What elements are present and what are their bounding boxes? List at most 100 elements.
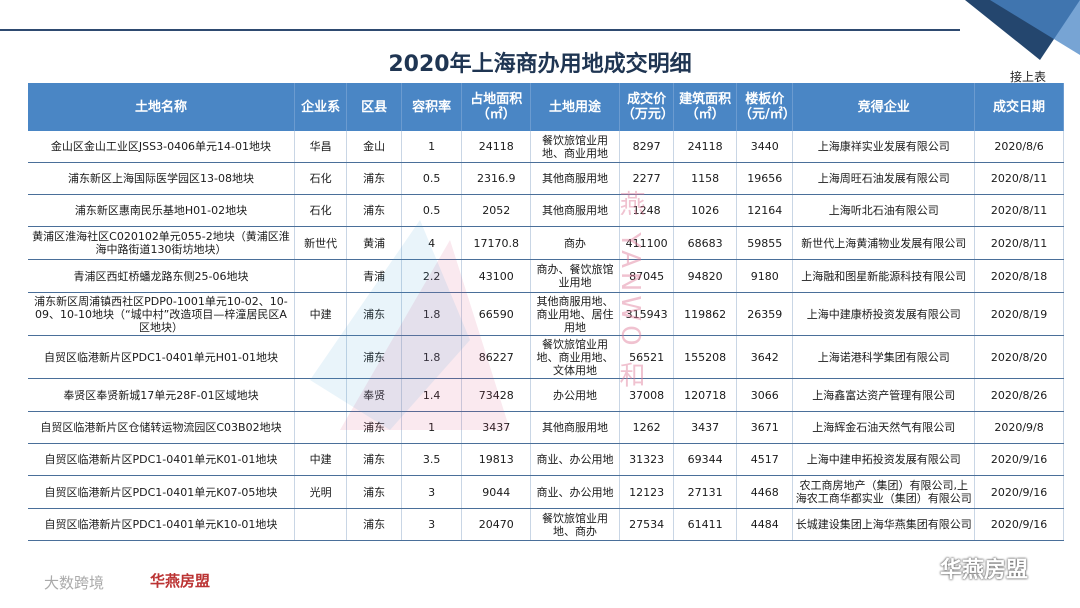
cell-usage: 其他商服用地、商业用地、居住用地: [530, 292, 620, 336]
cell-group: 石化: [294, 194, 348, 227]
cell-district: 浦东: [346, 335, 402, 379]
cell-gfa: 61411: [673, 508, 737, 541]
cell-group: [294, 378, 348, 412]
continued-label: 接上表: [1009, 70, 1046, 84]
cell-far: 1.8: [401, 335, 463, 379]
table-row: 自贸区临港新片区PDC1-0401单元K10-01地块 浦东 3 20470 餐饮旅馆业…: [28, 508, 1064, 541]
page-title: 2020年上海商办用地成交明细: [388, 52, 692, 77]
cell-floor-price: 3066: [736, 378, 794, 412]
cell-usage: 其他商服用地: [530, 162, 620, 195]
cell-usage: 其他商服用地: [530, 411, 620, 444]
cell-price: 1248: [619, 194, 675, 227]
cell-gfa: 155208: [673, 335, 737, 379]
cell-date: 2020/8/11: [974, 194, 1064, 227]
table-row: 金山区金山工业区JSS3-0406单元14-01地块 华昌 金山 1 24118 餐饮旅馆…: [28, 131, 1064, 163]
header-rule: [0, 29, 960, 31]
cell-floor-price: 19656: [736, 162, 794, 195]
cell-district: 金山: [346, 131, 402, 163]
cell-winner: 上海听北石油有限公司: [792, 194, 976, 227]
cell-name: 自贸区临港新片区PDC1-0401单元K01-01地块: [28, 443, 295, 476]
cell-district: 浦东: [346, 475, 402, 509]
cell-site-area: 3437: [461, 411, 532, 444]
cell-district: 浦东: [346, 411, 402, 444]
table-row: 奉贤区奉贤新城17单元28F-01区域地块 奉贤 1.4 73428 办公用地 37008…: [28, 378, 1064, 412]
col-header-winner: 竞得企业: [792, 83, 976, 131]
cell-district: 黄浦: [346, 226, 402, 260]
cell-date: 2020/9/16: [974, 475, 1064, 509]
cell-name: 自贸区临港新片区PDC1-0401单元H01-01地块: [28, 335, 295, 379]
corner-triangle-decoration: [965, 0, 1080, 60]
cell-site-area: 73428: [461, 378, 532, 412]
cell-far: 4: [401, 226, 463, 260]
cell-winner: 农工商房地产（集团）有限公司,上海农工商华都实业（集团）有限公司: [792, 475, 976, 509]
col-header-name: 土地名称: [28, 83, 295, 131]
cell-winner: 上海融和图星新能源科技有限公司: [792, 259, 976, 293]
cell-site-area: 19813: [461, 443, 532, 476]
cell-price: 315943: [619, 292, 675, 336]
col-header-price: 成交价（万元）: [619, 83, 675, 131]
footer-logo: 华燕房盟: [150, 572, 211, 590]
cell-usage: 办公用地: [530, 378, 620, 412]
cell-far: 3: [401, 475, 463, 509]
cell-winner: 上海周旺石油发展有限公司: [792, 162, 976, 195]
cell-winner: 长城建设集团上海华燕集团有限公司: [792, 508, 976, 541]
cell-winner: 上海中建康桥投资发展有限公司: [792, 292, 976, 336]
cell-far: 1.4: [401, 378, 463, 412]
col-header-usage: 土地用途: [530, 83, 620, 131]
cell-site-area: 66590: [461, 292, 532, 336]
cell-name: 自贸区临港新片区PDC1-0401单元K07-05地块: [28, 475, 295, 509]
cell-site-area: 2052: [461, 194, 532, 227]
footer-right-watermark: 华燕房盟: [940, 558, 1029, 583]
cell-far: 1.8: [401, 292, 463, 336]
cell-gfa: 68683: [673, 226, 737, 260]
cell-date: 2020/8/26: [974, 378, 1064, 412]
cell-winner: 上海中建申拓投资发展有限公司: [792, 443, 976, 476]
table-row: 浦东新区上海国际医学园区13-08地块 石化 浦东 0.5 2316.9 其他商服用地 22…: [28, 162, 1064, 195]
cell-price: 31323: [619, 443, 675, 476]
land-deals-table: 土地名称 企业系 区县 容积率 占地面积（㎡） 土地用途 成交价（万元） 建筑面…: [28, 83, 1064, 541]
cell-name: 青浦区西虹桥蟠龙路东侧25-06地块: [28, 259, 295, 293]
cell-far: 0.5: [401, 194, 463, 227]
table-row: 自贸区临港新片区PDC1-0401单元K07-05地块 光明 浦东 3 9044 商业、办…: [28, 475, 1064, 509]
cell-district: 浦东: [346, 162, 402, 195]
footer-left-watermark: 大数跨境: [44, 574, 105, 592]
table-row: 自贸区临港新片区PDC1-0401单元K01-01地块 中建 浦东 3.5 19813 商…: [28, 443, 1064, 476]
cell-gfa: 3437: [673, 411, 737, 444]
cell-gfa: 1158: [673, 162, 737, 195]
cell-group: 光明: [294, 475, 348, 509]
cell-usage: 餐饮旅馆业用地、商业用地、文体用地: [530, 335, 620, 379]
cell-site-area: 20470: [461, 508, 532, 541]
cell-date: 2020/9/16: [974, 508, 1064, 541]
cell-winner: 上海辉金石油天然气有限公司: [792, 411, 976, 444]
cell-far: 3: [401, 508, 463, 541]
col-header-far: 容积率: [401, 83, 463, 131]
cell-gfa: 1026: [673, 194, 737, 227]
cell-group: 新世代: [294, 226, 348, 260]
cell-floor-price: 4468: [736, 475, 794, 509]
col-header-floor-price: 楼板价（元/㎡）: [736, 83, 796, 131]
cell-name: 自贸区临港新片区PDC1-0401单元K10-01地块: [28, 508, 295, 541]
col-header-group: 企业系: [294, 83, 348, 131]
col-header-district: 区县: [346, 83, 402, 131]
cell-usage: 商办: [530, 226, 620, 260]
table-row: 浦东新区周浦镇西社区PDP0-1001单元10-02、10-09、10-10地块…: [28, 292, 1064, 336]
cell-name: 黄浦区淮海社区C020102单元055-2地块（黄浦区淮海中路街道130街坊地块…: [28, 226, 295, 260]
cell-floor-price: 4484: [736, 508, 794, 541]
table-header-row: 土地名称 企业系 区县 容积率 占地面积（㎡） 土地用途 成交价（万元） 建筑面…: [28, 83, 1064, 131]
table-row: 自贸区临港新片区PDC1-0401单元H01-01地块 浦东 1.8 86227 餐饮旅…: [28, 335, 1064, 379]
cell-usage: 餐饮旅馆业用地、商业用地: [530, 131, 620, 163]
cell-far: 1: [401, 131, 463, 163]
cell-gfa: 69344: [673, 443, 737, 476]
cell-group: [294, 508, 348, 541]
cell-price: 12123: [619, 475, 675, 509]
cell-gfa: 119862: [673, 292, 737, 336]
cell-floor-price: 3671: [736, 411, 794, 444]
cell-date: 2020/8/18: [974, 259, 1064, 293]
cell-group: [294, 335, 348, 379]
cell-district: 浦东: [346, 194, 402, 227]
cell-site-area: 17170.8: [461, 226, 532, 260]
cell-floor-price: 59855: [736, 226, 794, 260]
cell-far: 3.5: [401, 443, 463, 476]
cell-site-area: 2316.9: [461, 162, 532, 195]
table-row: 自贸区临港新片区仓储转运物流园区C03B02地块 浦东 1 3437 其他商服用地 126…: [28, 411, 1064, 444]
